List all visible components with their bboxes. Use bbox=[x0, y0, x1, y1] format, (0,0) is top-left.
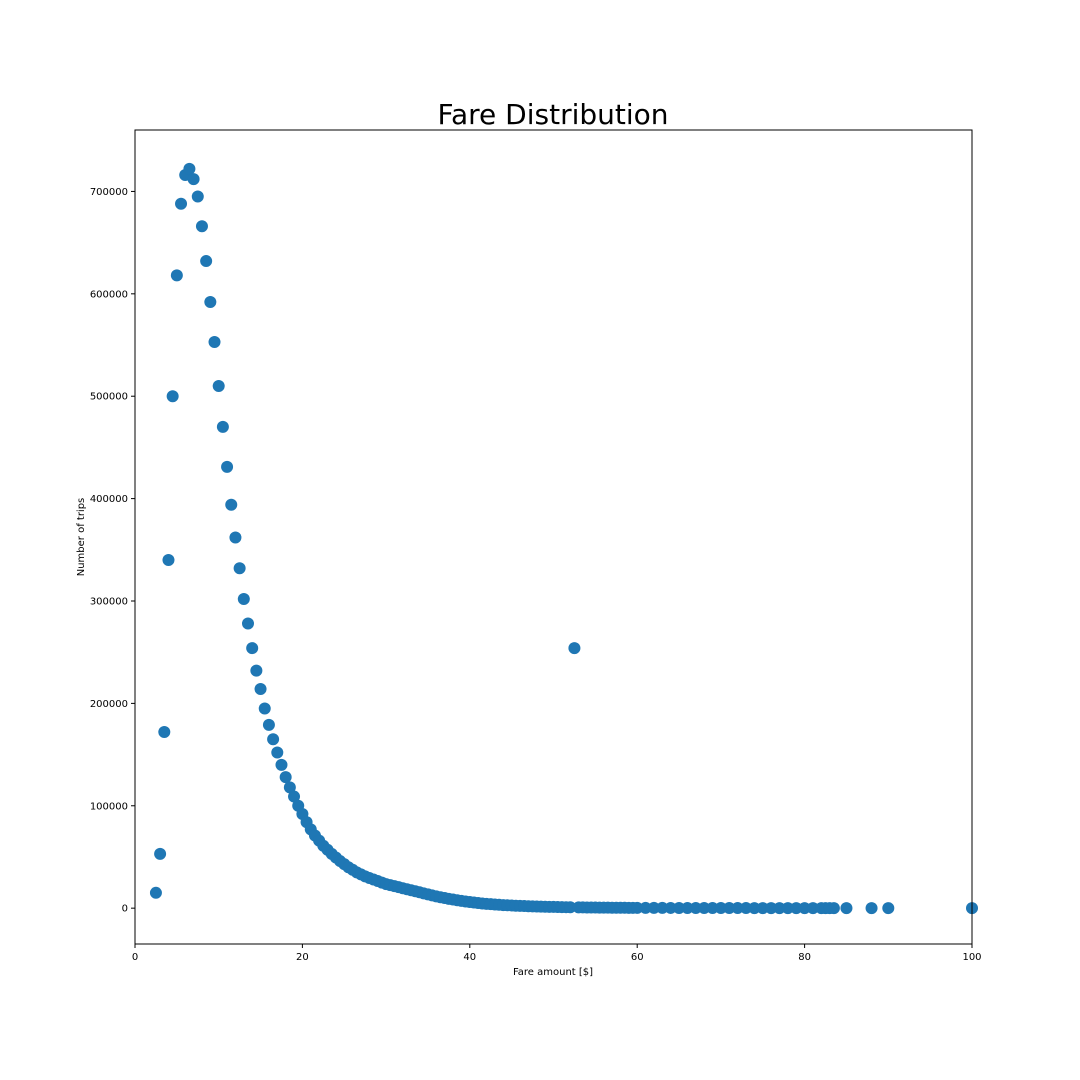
data-point bbox=[233, 562, 246, 575]
x-tick-label: 60 bbox=[631, 952, 644, 963]
data-point bbox=[262, 718, 275, 731]
data-point bbox=[765, 902, 778, 915]
x-tick-label: 80 bbox=[798, 952, 811, 963]
data-point bbox=[216, 420, 229, 433]
data-point bbox=[714, 902, 727, 915]
y-tick-label: 600000 bbox=[90, 289, 128, 300]
data-point bbox=[664, 901, 677, 914]
data-point bbox=[149, 886, 162, 899]
x-tick-label: 100 bbox=[962, 952, 981, 963]
data-point bbox=[639, 901, 652, 914]
y-tick-label: 300000 bbox=[90, 596, 128, 607]
data-point bbox=[698, 902, 711, 914]
data-point bbox=[154, 847, 167, 860]
data-point bbox=[166, 390, 179, 403]
y-tick-label: 100000 bbox=[90, 801, 128, 812]
data-point bbox=[748, 902, 761, 915]
data-point bbox=[568, 642, 581, 655]
y-tick-label: 700000 bbox=[90, 187, 128, 198]
data-point bbox=[254, 683, 267, 696]
chart-title: Fare Distribution bbox=[437, 98, 668, 131]
data-point bbox=[183, 162, 196, 175]
data-point bbox=[806, 902, 819, 915]
data-point bbox=[191, 190, 204, 203]
data-point bbox=[681, 901, 694, 914]
data-point bbox=[170, 269, 183, 282]
plot-frame bbox=[134, 129, 973, 945]
y-axis-label: Number of trips bbox=[76, 498, 87, 577]
data-point bbox=[242, 617, 254, 630]
x-tick-label: 20 bbox=[296, 952, 309, 963]
data-point bbox=[250, 664, 263, 677]
y-tick-label: 400000 bbox=[90, 494, 128, 505]
data-point bbox=[162, 554, 175, 567]
data-point bbox=[288, 790, 301, 803]
y-tick-label: 0 bbox=[122, 904, 128, 915]
data-point bbox=[840, 902, 853, 915]
data-point bbox=[212, 379, 225, 392]
x-axis-ticks: 0 20 40 60 80 100 bbox=[132, 944, 982, 963]
data-point bbox=[158, 726, 171, 739]
x-axis-label: Fare amount [$] bbox=[513, 967, 593, 978]
data-point bbox=[187, 173, 200, 186]
data-point bbox=[882, 902, 895, 915]
data-point bbox=[271, 746, 284, 759]
data-point bbox=[200, 255, 213, 268]
data-point bbox=[790, 902, 803, 915]
data-point bbox=[865, 902, 878, 915]
data-point bbox=[656, 901, 669, 914]
data-point bbox=[225, 498, 238, 511]
data-point bbox=[631, 901, 644, 914]
data-point bbox=[706, 902, 719, 915]
data-point bbox=[258, 702, 271, 715]
data-point bbox=[195, 220, 208, 233]
data-point bbox=[827, 902, 840, 915]
data-point bbox=[647, 901, 660, 914]
y-tick-label: 200000 bbox=[90, 699, 128, 710]
data-point bbox=[208, 335, 221, 348]
data-point bbox=[756, 902, 769, 915]
y-tick-label: 500000 bbox=[90, 392, 128, 403]
data-point bbox=[204, 296, 217, 309]
data-point bbox=[564, 901, 577, 914]
data-point bbox=[689, 901, 702, 914]
data-point bbox=[673, 901, 686, 914]
x-tick-label: 40 bbox=[463, 952, 476, 963]
data-point bbox=[781, 902, 794, 915]
data-point bbox=[229, 531, 242, 544]
data-point bbox=[283, 781, 296, 794]
data-point bbox=[723, 902, 736, 915]
data-point bbox=[267, 733, 280, 746]
data-point bbox=[740, 902, 753, 915]
data-point bbox=[175, 197, 188, 210]
y-axis-ticks: 0 100000 200000 300000 400000 500000 600000 700… bbox=[90, 187, 135, 915]
data-point bbox=[237, 592, 250, 605]
data-point bbox=[279, 771, 292, 784]
data-point bbox=[275, 758, 288, 771]
data-points bbox=[149, 162, 978, 915]
data-point bbox=[798, 902, 811, 915]
data-point bbox=[246, 642, 259, 655]
data-point bbox=[731, 902, 744, 915]
x-tick-label: 0 bbox=[132, 952, 138, 963]
data-point bbox=[773, 902, 786, 915]
data-point bbox=[221, 460, 234, 473]
